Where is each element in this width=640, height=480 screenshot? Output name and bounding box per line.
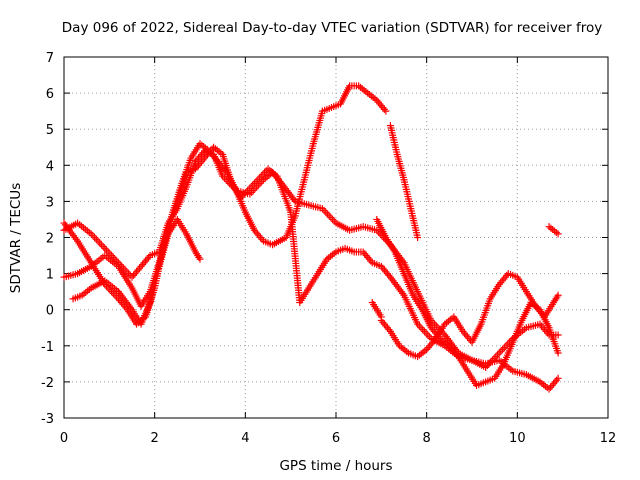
data-point-marker: [500, 344, 508, 352]
data-point-marker: [554, 331, 562, 339]
series-track-3: [60, 82, 390, 328]
data-point-marker: [424, 331, 432, 339]
x-tick-label: 2: [151, 431, 159, 446]
data-point-marker: [325, 212, 333, 220]
data-point-marker: [329, 215, 337, 223]
data-point-marker: [377, 313, 385, 321]
data-point-marker: [322, 208, 330, 216]
y-tick-label: 2: [46, 232, 54, 247]
series-track-1: [60, 147, 562, 393]
data-point-marker: [89, 232, 97, 240]
data-point-marker: [96, 239, 104, 247]
data-point-marker: [97, 241, 105, 249]
data-point-marker: [554, 349, 562, 357]
series-track-4: [386, 122, 422, 241]
y-tick-label: 0: [46, 304, 54, 319]
data-point-marker: [497, 347, 505, 355]
x-tick-label: 0: [60, 431, 68, 446]
series-track-9: [545, 223, 562, 238]
data-point-marker: [417, 324, 425, 332]
x-tick-label: 10: [509, 431, 526, 446]
data-point-marker: [382, 107, 390, 115]
data-point-marker: [554, 230, 562, 238]
data-point-marker: [99, 243, 107, 251]
data-point-marker: [109, 289, 117, 297]
y-tick-label: 4: [46, 159, 54, 174]
data-point-marker: [414, 234, 422, 241]
data-point-marker: [495, 349, 503, 357]
data-point-marker: [106, 250, 114, 258]
series-track-8: [368, 298, 385, 321]
data-point-marker: [101, 244, 109, 252]
data-point-marker: [499, 345, 507, 353]
y-tick-label: -3: [41, 412, 54, 427]
y-tick-label: 3: [46, 195, 54, 210]
series-track-2: [60, 143, 562, 371]
data-point-marker: [103, 246, 110, 254]
data-point-marker: [492, 353, 500, 361]
data-point-marker: [324, 210, 331, 218]
y-axis-label: SDTVAR / TECUs: [8, 183, 24, 293]
data-point-marker: [494, 351, 501, 359]
data-point-marker: [327, 214, 335, 222]
chart-title: Day 096 of 2022, Sidereal Day-to-day VTE…: [62, 20, 602, 36]
y-tick-label: 1: [46, 268, 54, 283]
x-tick-label: 12: [600, 431, 617, 446]
grid: [64, 57, 608, 418]
data-point-marker: [104, 248, 112, 256]
x-tick-label: 4: [241, 431, 249, 446]
data-point-marker: [554, 291, 562, 299]
x-tick-label: 6: [332, 431, 340, 446]
x-axis-label: GPS time / hours: [279, 458, 392, 474]
data-points: [60, 82, 562, 393]
series-track-6: [373, 215, 562, 390]
series-track-7: [377, 270, 562, 361]
data-point-marker: [422, 329, 430, 337]
y-tick-label: -2: [41, 376, 54, 391]
series-track-5: [69, 215, 204, 328]
data-point-marker: [94, 237, 102, 245]
data-point-marker: [554, 374, 562, 382]
data-point-marker: [111, 291, 119, 299]
data-point-marker: [91, 234, 99, 241]
data-point-marker: [196, 255, 204, 263]
data-point-marker: [92, 235, 100, 243]
y-tick-label: 5: [46, 123, 54, 138]
y-tick-label: 7: [46, 51, 54, 66]
y-tick-label: -1: [41, 340, 54, 355]
y-tick-label: 6: [46, 87, 54, 102]
x-tick-label: 8: [423, 431, 431, 446]
data-point-marker: [419, 326, 427, 334]
